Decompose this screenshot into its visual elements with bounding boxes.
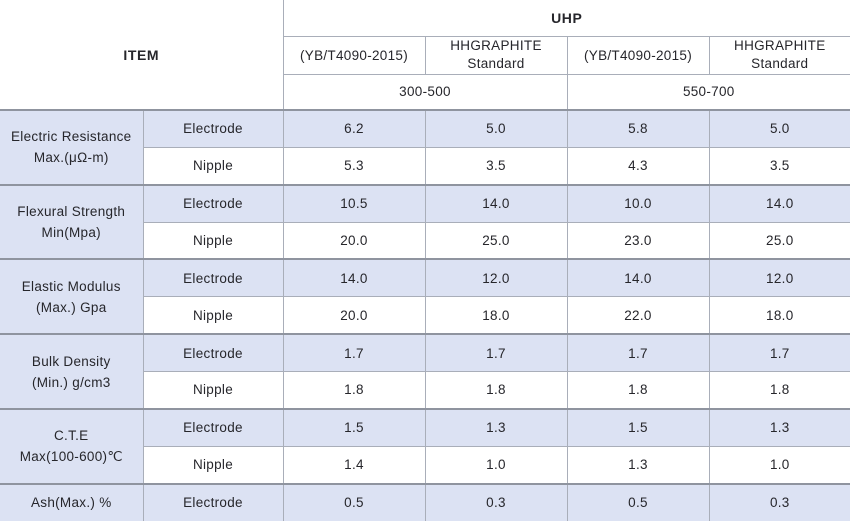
value-cell: 0.5 [282,482,426,521]
table-row: Bulk Density (Min.) g/cm3 Electrode 1.7 … [0,333,850,410]
value-cell: 5.8 [566,108,710,148]
item-name-line: Electric Resistance [11,129,132,145]
yb-standard-header-2: (YB/T4090-2015) [566,35,710,75]
header-row-standards: (YB/T4090-2015) HHGRAPHITE Standard (YB/… [0,35,850,75]
value-cell: 5.3 [282,146,426,186]
value-cell: 0.5 [566,482,710,521]
item-name-line: Bulk Density [31,353,111,369]
value-cell: 1.3 [708,407,850,447]
value-cell: 14.0 [566,258,710,298]
value-cell: 25.0 [708,221,850,260]
value-cell: 1.0 [708,445,850,485]
row-type-label: Nipple [142,146,284,186]
yb-standard-header-1: (YB/T4090-2015) [282,35,426,75]
value-cell: 23.0 [566,221,710,260]
row-type-label: Electrode [142,333,284,373]
header-row-ranges: 300-500 550-700 [0,73,850,111]
value-cell: 1.3 [566,445,710,485]
row-type-label: Nipple [142,221,284,260]
size-range-550-700: 550-700 [566,73,850,111]
value-cell: 0.3 [424,482,568,521]
value-cell: 1.8 [708,371,850,410]
table-row: Ash(Max.) % Electrode 0.5 0.3 0.5 0.3 [0,482,850,521]
value-cell: 1.7 [282,333,426,373]
value-cell: 10.5 [282,183,426,223]
hh-standard-line1: HHGRAPHITE [734,38,826,53]
item-name-line: Elastic Modulus [21,278,121,294]
value-cell: 22.0 [566,296,710,335]
hh-standard-line2: Standard [467,56,525,71]
value-cell: 20.0 [282,296,426,335]
value-cell: 1.8 [424,371,568,410]
item-name-line: Min(Mpa) [41,225,101,241]
uhp-group-header: UHP [282,0,850,37]
size-range-300-500: 300-500 [282,73,568,111]
value-cell: 10.0 [566,183,710,223]
value-cell: 14.0 [708,183,850,223]
value-cell: 18.0 [708,296,850,335]
value-cell: 1.7 [566,333,710,373]
value-cell: 1.8 [282,371,426,410]
value-cell: 5.0 [708,108,850,148]
item-name-line: Flexural Strength [17,204,126,220]
table-row: Flexural Strength Min(Mpa) Electrode 10.… [0,183,850,260]
value-cell: 1.5 [282,407,426,447]
value-cell: 1.0 [424,445,568,485]
row-type-label: Nipple [142,371,284,410]
value-cell: 14.0 [282,258,426,298]
hh-standard-header-2: HHGRAPHITE Standard [708,35,850,75]
item-group-name: Flexural Strength Min(Mpa) [0,183,144,260]
row-type-label: Electrode [142,407,284,447]
item-name-line: (Max.) Gpa [35,299,107,315]
row-type-label: Electrode [142,183,284,223]
value-cell: 12.0 [424,258,568,298]
value-cell: 4.3 [566,146,710,186]
value-cell: 0.3 [708,482,850,521]
item-name-line: C.T.E [53,428,89,444]
item-group-name: Electric Resistance Max.(μΩ-m) [0,109,144,186]
value-cell: 6.2 [282,108,426,148]
value-cell: 25.0 [424,221,568,260]
value-cell: 1.4 [282,445,426,485]
table-row: Nipple 1.8 1.8 1.8 1.8 [0,371,850,410]
row-type-label: Nipple [142,445,284,485]
item-name-line: (Min.) g/cm3 [31,374,111,390]
value-cell: 1.7 [424,333,568,373]
hh-standard-header-1: HHGRAPHITE Standard [424,35,568,75]
row-type-label: Nipple [142,296,284,335]
item-column-header: ITEM [0,0,284,111]
value-cell: 18.0 [424,296,568,335]
table-row: Elastic Modulus (Max.) Gpa Electrode 14.… [0,258,850,335]
value-cell: 3.5 [424,146,568,186]
item-group-name: Bulk Density (Min.) g/cm3 [0,333,144,410]
item-name-line: Max(100-600)℃ [19,449,123,465]
row-type-label: Electrode [142,482,284,521]
value-cell: 14.0 [424,183,568,223]
item-group-name: C.T.E Max(100-600)℃ [0,407,144,485]
item-group-name: Ash(Max.) % [0,482,144,521]
value-cell: 1.7 [708,333,850,373]
item-name-line: Max.(μΩ-m) [33,150,109,166]
hh-standard-line1: HHGRAPHITE [450,38,542,53]
row-type-label: Electrode [142,108,284,148]
value-cell: 12.0 [708,258,850,298]
table-row: Nipple 20.0 25.0 23.0 25.0 [0,221,850,260]
item-group-name: Elastic Modulus (Max.) Gpa [0,258,144,335]
table-row: C.T.E Max(100-600)℃ Electrode 1.5 1.3 1.… [0,407,850,485]
value-cell: 1.8 [566,371,710,410]
value-cell: 20.0 [282,221,426,260]
row-type-label: Electrode [142,258,284,298]
value-cell: 1.5 [566,407,710,447]
header-row-group: ITEM UHP [0,0,850,111]
value-cell: 1.3 [424,407,568,447]
table-row: Nipple 20.0 18.0 22.0 18.0 [0,296,850,335]
value-cell: 3.5 [708,146,850,186]
table-row: Nipple 1.4 1.0 1.3 1.0 [0,445,850,485]
item-name-line: Ash(Max.) % [30,495,112,511]
hh-standard-line2: Standard [751,56,809,71]
value-cell: 5.0 [424,108,568,148]
table-row: Electric Resistance Max.(μΩ-m) Electrode… [0,108,850,186]
table-row: Nipple 5.3 3.5 4.3 3.5 [0,146,850,186]
